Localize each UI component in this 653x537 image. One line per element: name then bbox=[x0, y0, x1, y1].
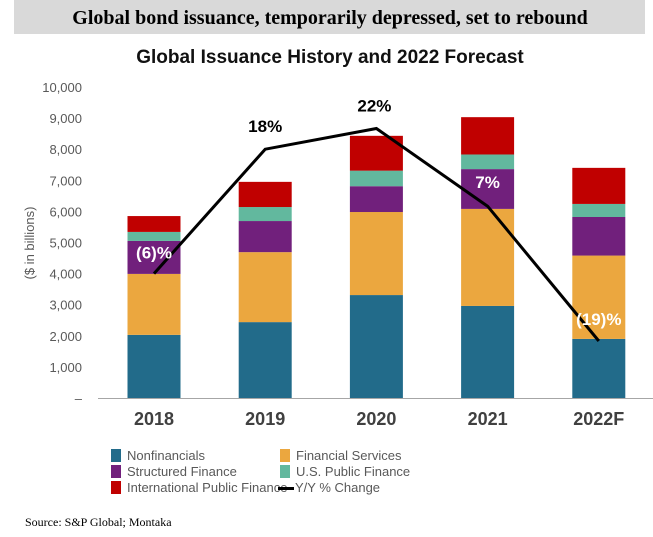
x-tick-label: 2018 bbox=[134, 409, 174, 429]
bar-segment bbox=[349, 186, 403, 213]
bar-segment bbox=[349, 212, 403, 296]
header-title: Global bond issuance, temporarily depres… bbox=[72, 7, 587, 29]
bar-segment bbox=[349, 295, 403, 398]
yoy-change-label: 7% bbox=[475, 173, 500, 192]
legend-label: Financial Services bbox=[296, 448, 402, 463]
y-tick-label: 1,000 bbox=[49, 360, 82, 375]
bar-segment bbox=[127, 334, 181, 398]
legend-swatch bbox=[111, 465, 121, 478]
y-tick-label: 6,000 bbox=[49, 204, 82, 219]
bar-segment bbox=[461, 117, 515, 155]
source-note: Source: S&P Global; Montaka bbox=[25, 515, 172, 529]
bar-segment bbox=[461, 208, 515, 306]
y-tick-label: 2,000 bbox=[49, 329, 82, 344]
legend-label: U.S. Public Finance bbox=[296, 464, 410, 479]
bar-segment bbox=[461, 169, 515, 209]
yoy-change-label: (19)% bbox=[576, 310, 621, 329]
bar-segment bbox=[238, 322, 292, 398]
y-tick-label: 7,000 bbox=[49, 173, 82, 188]
chart-title: Global Issuance History and 2022 Forecas… bbox=[136, 47, 524, 68]
y-axis-label: ($ in billions) bbox=[22, 207, 37, 280]
legend-label: Structured Finance bbox=[127, 464, 237, 479]
yoy-change-line bbox=[152, 126, 600, 342]
x-tick-label: 2021 bbox=[468, 409, 508, 429]
bar-segment bbox=[127, 240, 181, 274]
bar-segment bbox=[461, 154, 515, 170]
legend-swatch bbox=[111, 481, 121, 494]
bar-segment bbox=[127, 216, 181, 232]
legend-label: International Public Finance bbox=[127, 480, 287, 495]
legend-line-swatch bbox=[278, 487, 294, 490]
bar-segment bbox=[572, 216, 626, 256]
bar-segment bbox=[349, 170, 403, 187]
x-tick-label: 2020 bbox=[356, 409, 396, 429]
bar-segment bbox=[127, 273, 181, 335]
legend-label: Nonfinancials bbox=[127, 448, 206, 463]
legend-swatch bbox=[111, 449, 121, 462]
bar-segment bbox=[461, 305, 515, 398]
legend-label: Y/Y % Change bbox=[295, 480, 380, 495]
y-tick-label: 3,000 bbox=[49, 298, 82, 313]
yoy-change-label: (6)% bbox=[136, 244, 172, 263]
bar-segment bbox=[238, 252, 292, 323]
bar-segment bbox=[127, 231, 181, 241]
y-tick-label: 5,000 bbox=[49, 236, 82, 251]
y-tick-label: 8,000 bbox=[49, 142, 82, 157]
bar-segment bbox=[572, 203, 626, 217]
bar-segment bbox=[238, 221, 292, 253]
bar-segment bbox=[572, 338, 626, 398]
yoy-change-label: 22% bbox=[357, 96, 391, 115]
legend-swatch bbox=[280, 465, 290, 478]
bar-segment bbox=[572, 255, 626, 339]
y-tick-label: 9,000 bbox=[49, 111, 82, 126]
legend-swatch bbox=[280, 449, 290, 462]
bar-segment bbox=[572, 167, 626, 204]
y-tick-label: 10,000 bbox=[42, 80, 82, 95]
x-tick-label: 2019 bbox=[245, 409, 285, 429]
bar-segment bbox=[238, 207, 292, 222]
bar-segment bbox=[238, 181, 292, 208]
y-tick-label: – bbox=[75, 391, 83, 406]
yoy-change-label: 18% bbox=[248, 117, 282, 136]
header-band bbox=[14, 0, 645, 34]
x-tick-label: 2022F bbox=[573, 409, 624, 429]
y-tick-label: 4,000 bbox=[49, 267, 82, 282]
